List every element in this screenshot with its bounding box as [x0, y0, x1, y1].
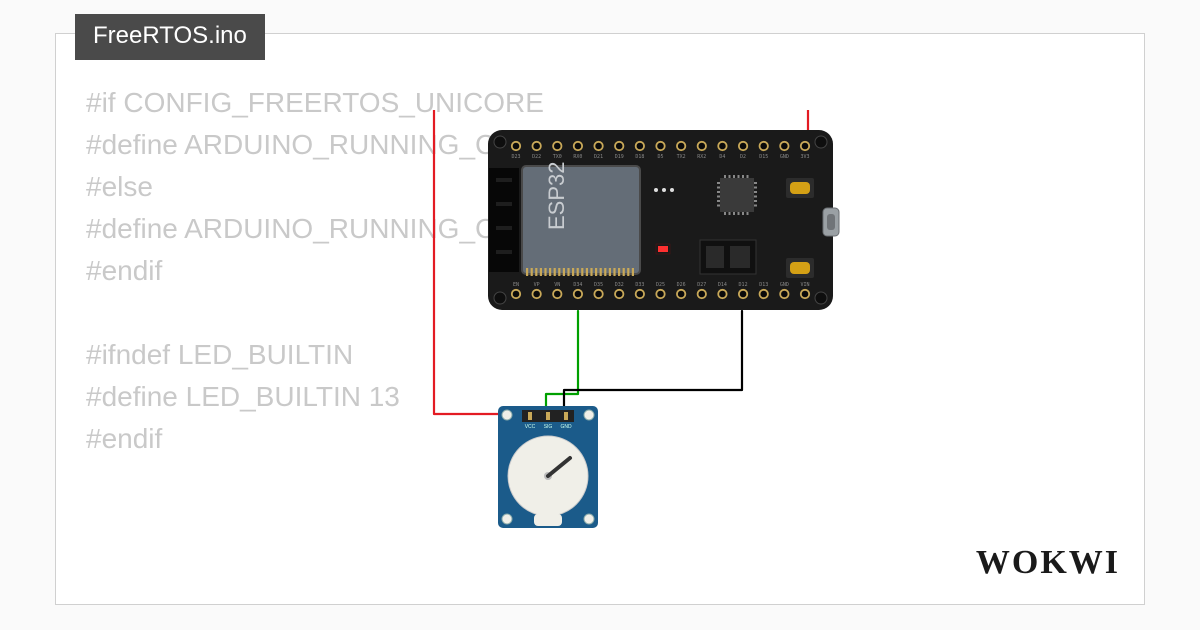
- svg-text:D19: D19: [615, 154, 624, 160]
- svg-text:EN: EN: [513, 282, 519, 288]
- svg-text:TX2: TX2: [677, 154, 686, 160]
- svg-text:RX0: RX0: [573, 154, 582, 160]
- diagram-svg: D23 EN D22 VP TX0 VN RX0 D34 D21 D35 D19 D32 D18 D33 D…: [410, 110, 930, 530]
- svg-text:D5: D5: [657, 154, 663, 160]
- svg-text:RX2: RX2: [697, 154, 706, 160]
- svg-text:D18: D18: [635, 154, 644, 160]
- svg-text:D15: D15: [759, 154, 768, 160]
- circuit-diagram: D23 EN D22 VP TX0 VN RX0 D34 D21 D35 D19 D32 D18 D33 D…: [410, 110, 930, 530]
- svg-text:D33: D33: [635, 282, 644, 288]
- svg-text:D32: D32: [615, 282, 624, 288]
- svg-text:D35: D35: [594, 282, 603, 288]
- svg-text:D12: D12: [739, 282, 748, 288]
- svg-text:D34: D34: [573, 282, 582, 288]
- svg-text:D14: D14: [718, 282, 727, 288]
- svg-text:D25: D25: [656, 282, 665, 288]
- svg-text:VIN: VIN: [800, 282, 809, 288]
- filename-tab: FreeRTOS.ino: [75, 14, 265, 60]
- wokwi-brand: WOKWI: [976, 544, 1120, 582]
- svg-text:D27: D27: [697, 282, 706, 288]
- svg-text:VCC: VCC: [525, 424, 536, 430]
- svg-text:3V3: 3V3: [800, 154, 809, 160]
- svg-text:TX0: TX0: [553, 154, 562, 160]
- svg-text:D23: D23: [511, 154, 520, 160]
- svg-text:GND: GND: [780, 282, 789, 288]
- svg-text:VN: VN: [554, 282, 560, 288]
- svg-text:D4: D4: [719, 154, 725, 160]
- svg-text:D21: D21: [594, 154, 603, 160]
- svg-text:D26: D26: [677, 282, 686, 288]
- svg-text:D2: D2: [740, 154, 746, 160]
- svg-text:GND: GND: [780, 154, 789, 160]
- svg-text:GND: GND: [560, 424, 572, 430]
- svg-text:VP: VP: [534, 282, 540, 288]
- svg-text:ESP32: ESP32: [544, 162, 569, 231]
- svg-text:SIG: SIG: [544, 424, 553, 430]
- svg-text:D13: D13: [759, 282, 768, 288]
- svg-text:D22: D22: [532, 154, 541, 160]
